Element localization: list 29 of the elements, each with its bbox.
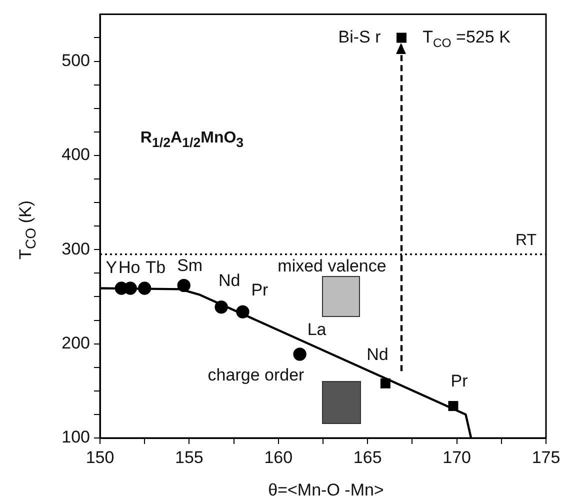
x-tick-label: 155 xyxy=(175,448,204,467)
ref-line-label: RT xyxy=(515,232,537,249)
y-tick-label: 300 xyxy=(62,239,90,258)
x-tick-label: 150 xyxy=(86,448,114,467)
annotation: Bi-S r xyxy=(338,27,382,46)
annotation: Nd xyxy=(218,270,240,290)
y-tick-label: 100 xyxy=(62,428,90,447)
annotation: Pr xyxy=(450,372,468,391)
x-axis-title: θ=<Mn-O -Mn> xyxy=(268,480,384,500)
annotation: Tb xyxy=(146,258,166,277)
x-tick-label: 165 xyxy=(353,448,382,467)
x-tick-label: 160 xyxy=(264,448,293,467)
annotation: R$_{1/2}$A$_{1/2}$MnO$_{3}$ xyxy=(140,130,244,150)
annotation: Pr xyxy=(251,280,269,300)
annotation: La xyxy=(307,320,327,339)
annotation: Ho xyxy=(118,258,140,277)
y-tick-label: 400 xyxy=(62,145,90,164)
annotation: Nd xyxy=(366,345,388,364)
annotation: charge order xyxy=(208,366,304,384)
y-tick-label: 200 xyxy=(62,334,90,353)
x-tick-label: 170 xyxy=(442,448,471,467)
y-tick-label: 500 xyxy=(62,50,90,70)
annotation: mixed valence xyxy=(278,256,386,276)
point xyxy=(396,32,406,43)
point xyxy=(380,378,390,388)
point xyxy=(293,348,306,361)
x-tick-label: 175 xyxy=(532,448,560,467)
annotation: Sm xyxy=(177,256,203,276)
annotation: Y xyxy=(106,258,118,277)
